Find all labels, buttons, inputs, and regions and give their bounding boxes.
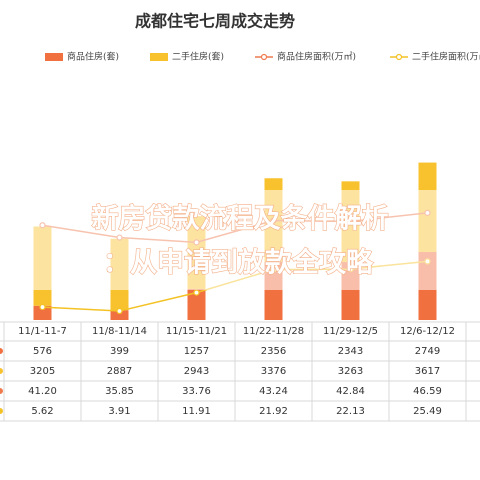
table-cell: 2749 [415,346,440,357]
table-header: 11/29-12/5 [323,326,378,337]
table-cell: 576 [33,346,52,357]
row-marker [0,388,3,394]
overlay-band [0,190,480,290]
row-marker [0,348,3,354]
table-cell: 2356 [261,346,286,357]
line-marker [39,303,46,311]
chart-title: 成都住宅七周成交走势 [135,12,295,31]
legend-swatch [150,53,168,61]
table-cell: 41.20 [28,386,57,397]
bar [187,288,206,320]
row-marker [0,408,3,414]
table-cell: 1257 [184,346,209,357]
legend-label: 二手住房面积(万㎡) [412,51,480,63]
table-header: 11/8-11/14 [92,326,147,337]
legend-marker [395,53,403,61]
overlay-text: 新房贷款流程及条件解析 [92,203,389,235]
table-cell: 43.24 [259,386,288,397]
table-cell: 25.49 [413,406,442,417]
table-cell: 2343 [338,346,363,357]
table-cell: 3376 [261,366,286,377]
table-cell: 21.92 [259,406,288,417]
table-cell: 46.59 [413,386,442,397]
bar [110,310,129,320]
table-cell: 3205 [30,366,55,377]
table-cell: 3263 [338,366,363,377]
legend-label: 商品住房面积(万㎡) [277,51,356,63]
table-cell: 2943 [184,366,209,377]
table-header: 11/15-11/21 [166,326,227,337]
legend-swatch [45,53,63,61]
table-cell: 42.84 [336,386,365,397]
row-marker [0,368,3,374]
legend-label: 二手住房(套) [172,51,224,63]
table-cell: 33.76 [182,386,211,397]
line-marker [116,307,123,315]
table-cell: 3617 [415,366,440,377]
table-cell: 399 [110,346,129,357]
table-cell: 3.91 [108,406,130,417]
line-marker [193,289,200,296]
table-header: 12/6-12/12 [400,326,455,337]
table-header: 11/1-11-7 [18,326,67,337]
overlay-text: ：从申请到放款全攻略 [103,247,374,279]
legend-marker [260,53,268,61]
table-cell: 5.62 [31,406,53,417]
table-cell: 35.85 [105,386,134,397]
table-cell: 2887 [107,366,132,377]
table-cell: 22.13 [336,406,365,417]
table-cell: 11.91 [182,406,211,417]
table-header: 11/22-11/28 [243,326,304,337]
legend-label: 商品住房(套) [67,51,119,63]
bar [33,305,52,320]
